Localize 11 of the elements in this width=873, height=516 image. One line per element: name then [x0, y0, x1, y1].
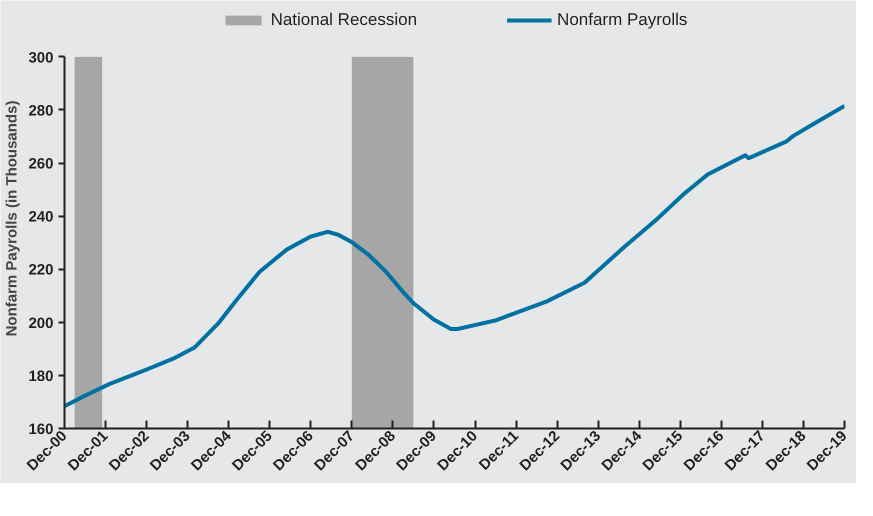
legend-label: National Recession: [270, 10, 418, 30]
y-tick-label: 200: [28, 314, 54, 332]
line-series: [64, 104, 844, 408]
y-tick-label: 240: [28, 208, 54, 226]
legend-label: Nonfarm Payrolls: [557, 10, 688, 30]
y-axis-title: Nonfarm Payrolls (in Thousands): [3, 100, 20, 336]
y-tick-label: 260: [28, 156, 54, 173]
y-tick-label: 180: [28, 368, 54, 385]
y-tick-label: 220: [28, 262, 54, 279]
y-tick-label: 280: [28, 102, 54, 120]
y-tick-label: 300: [28, 49, 54, 66]
